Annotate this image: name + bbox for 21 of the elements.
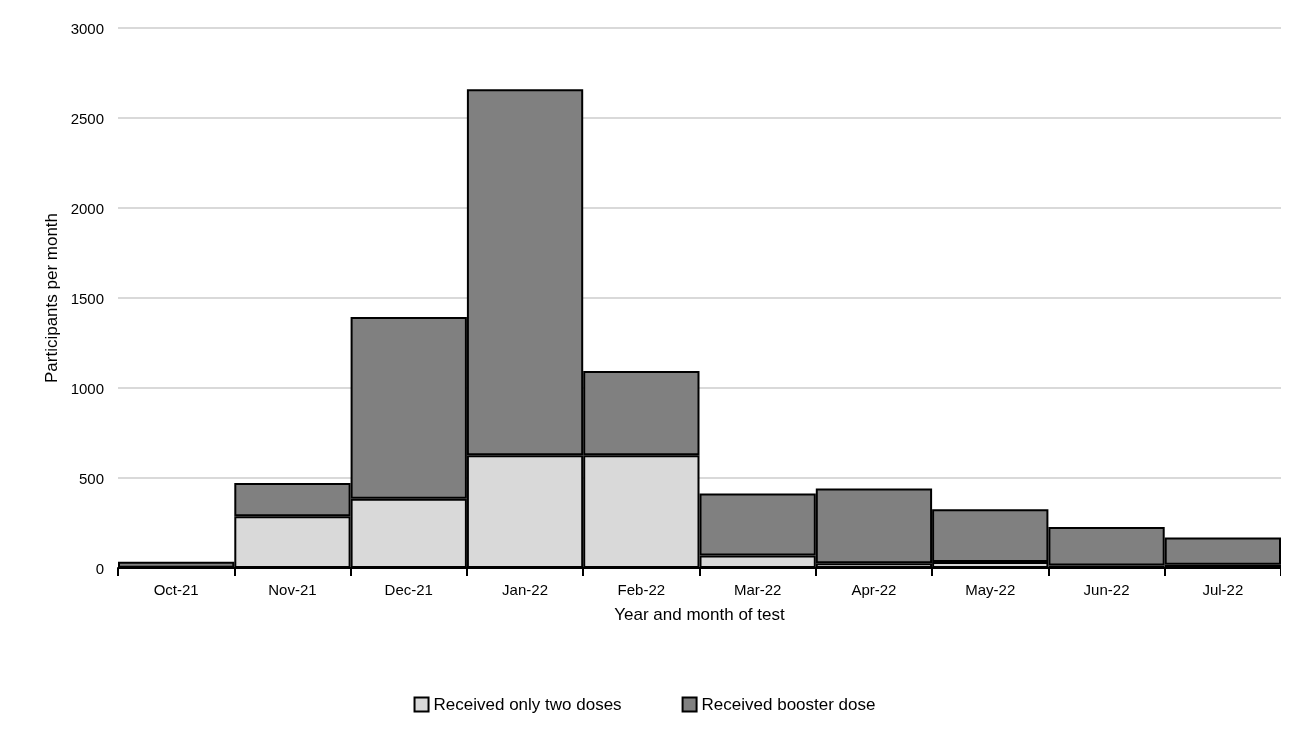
y-tick-label: 0 (95, 559, 104, 577)
y-tick-label: 2500 (70, 109, 104, 127)
x-tick-label: Oct-21 (153, 581, 199, 598)
x-tick-label: Jun-22 (1083, 581, 1130, 598)
x-tick-label: Dec-21 (384, 581, 433, 598)
x-tick-label: Apr-22 (851, 581, 897, 598)
x-tick-label: Mar-22 (733, 581, 782, 598)
y-tick-label: 2000 (70, 199, 104, 217)
legend-label: Received only two doses (433, 695, 622, 714)
y-tick-label: 1000 (70, 379, 104, 397)
y-tick-label: 3000 (70, 19, 104, 37)
legend-label: Received booster dose (701, 695, 876, 714)
x-tick-label: Feb-22 (617, 581, 666, 598)
x-tick-label: Jul-22 (1202, 581, 1244, 598)
x-axis-title: Year and month of test (614, 605, 785, 624)
x-tick-label: Jan-22 (502, 581, 548, 598)
x-tick-label: May-22 (965, 581, 1016, 598)
x-tick-label: Nov-21 (268, 581, 317, 598)
y-axis-title: Participants per month (41, 212, 61, 384)
y-tick-label: 1500 (70, 289, 104, 307)
y-tick-label: 500 (78, 469, 104, 487)
